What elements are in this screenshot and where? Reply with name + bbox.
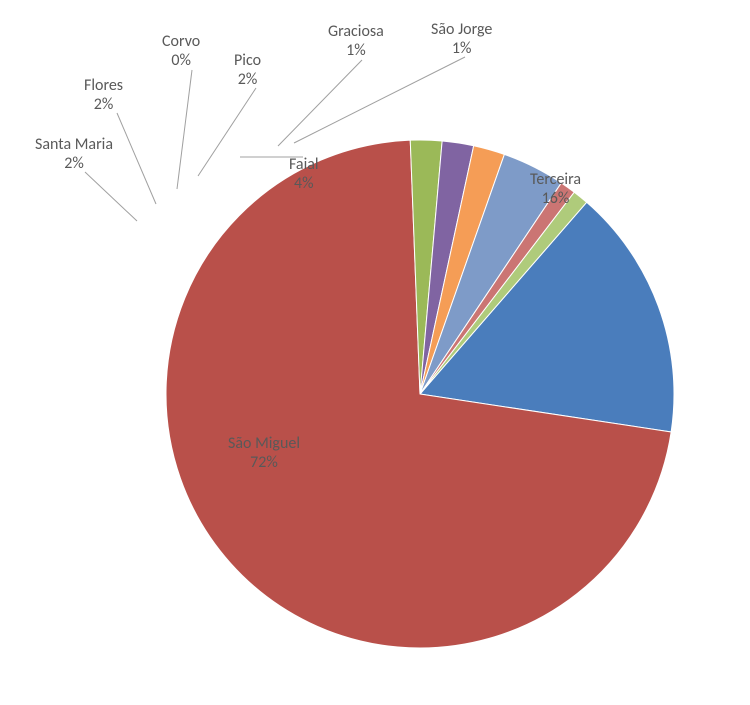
label-graciosa: Graciosa1% <box>328 22 384 60</box>
label-faial: Faial4% <box>289 155 319 193</box>
label-são-jorge: São Jorge1% <box>431 20 492 58</box>
pie-chart-container: Terceira16% São Miguel72% Santa Maria2% Flo… <box>0 0 750 705</box>
label-flores: Flores2% <box>84 76 123 114</box>
pie-chart <box>166 140 674 648</box>
label-terceira: Terceira16% <box>530 170 581 208</box>
leader-flores <box>117 113 156 204</box>
label-pico: Pico2% <box>234 51 261 89</box>
leader-graciosa <box>278 60 362 146</box>
label-corvo: Corvo0% <box>162 32 200 70</box>
leader-santa-maria <box>85 172 137 221</box>
label-santa-maria: Santa Maria2% <box>35 135 113 173</box>
leader-são-jorge <box>294 57 465 143</box>
label-são-miguel: São Miguel72% <box>228 434 300 472</box>
